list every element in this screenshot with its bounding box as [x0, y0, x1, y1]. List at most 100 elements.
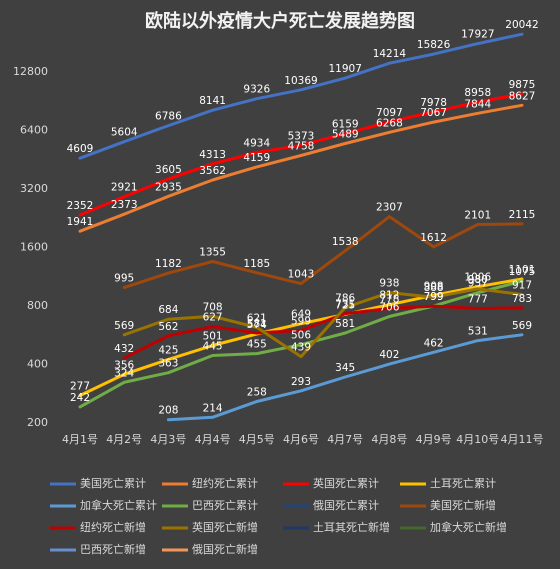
data-label: 8141 [199, 95, 226, 107]
data-label: 258 [247, 387, 267, 399]
data-label: 569 [114, 320, 134, 332]
x-tick-label: 4月11号 [501, 433, 544, 446]
x-tick-label: 4月3号 [150, 433, 186, 446]
data-label: 2352 [67, 200, 94, 212]
data-label: 9326 [243, 84, 270, 96]
data-label: 4934 [243, 137, 270, 149]
data-label: 786 [335, 292, 355, 304]
series-line [166, 333, 524, 422]
legend-label: 加拿大死亡累计 [80, 498, 157, 512]
legend-label: 美国死亡新增 [430, 498, 496, 512]
y-tick-label: 6400 [20, 124, 48, 137]
data-label: 938 [379, 278, 399, 290]
legend-label: 英国死亡新增 [192, 520, 258, 534]
data-label: 432 [114, 343, 134, 355]
data-label: 501 [203, 330, 223, 342]
x-tick-label: 4月1号 [62, 433, 98, 446]
data-label: 402 [379, 349, 399, 361]
data-label: 4313 [199, 149, 226, 161]
x-tick-label: 4月5号 [239, 433, 275, 446]
data-label: 214 [203, 402, 223, 414]
data-label: 5373 [288, 130, 315, 142]
data-label: 345 [335, 362, 355, 374]
y-tick-label: 1600 [20, 241, 48, 254]
data-label: 425 [158, 344, 178, 356]
x-tick-label: 4月4号 [195, 433, 231, 446]
y-tick-label: 400 [27, 358, 48, 371]
data-label: 324 [114, 367, 134, 379]
legend-label: 土耳其死亡新增 [313, 520, 390, 534]
data-label: 2935 [155, 181, 182, 193]
data-label: 917 [512, 279, 532, 291]
series-line [122, 304, 524, 360]
data-label: 1355 [199, 247, 226, 259]
data-label: 2921 [111, 182, 138, 194]
data-label: 4159 [243, 152, 270, 164]
data-label: 1182 [155, 258, 182, 270]
series-line [78, 279, 524, 409]
data-label: 20042 [505, 19, 538, 31]
x-tick-label: 4月7号 [327, 433, 363, 446]
data-label: 8627 [509, 90, 536, 102]
data-label: 6268 [376, 117, 403, 129]
data-label: 11907 [328, 63, 361, 75]
series-line [78, 103, 524, 233]
data-label: 1612 [420, 232, 447, 244]
legend-label: 纽约死亡新增 [80, 520, 146, 534]
data-label: 3562 [199, 165, 226, 177]
data-label: 356 [114, 359, 134, 371]
data-label: 649 [291, 309, 311, 321]
data-label: 621 [247, 312, 267, 324]
data-label: 10369 [284, 75, 317, 87]
data-label: 7978 [420, 97, 447, 109]
data-label: 908 [424, 280, 444, 292]
data-label: 208 [158, 405, 178, 417]
data-label: 777 [468, 293, 488, 305]
data-label: 1538 [332, 236, 359, 248]
chart-title: 欧陆以外疫情大户死亡发展趋势图 [145, 10, 415, 32]
data-label: 455 [247, 339, 267, 351]
legend-label: 巴西死亡累计 [192, 498, 258, 512]
data-label: 531 [468, 326, 488, 338]
data-label: 462 [424, 337, 444, 349]
data-label: 7067 [420, 107, 447, 119]
y-tick-label: 800 [27, 299, 48, 312]
data-label: 293 [291, 376, 311, 388]
data-label: 6786 [155, 111, 182, 123]
data-label: 5489 [332, 128, 359, 140]
y-tick-label: 200 [27, 416, 48, 429]
legend-label: 俄国死亡累计 [313, 498, 379, 512]
data-label: 731 [335, 299, 355, 311]
series-line [78, 277, 524, 397]
series-line [122, 287, 524, 359]
series-line [78, 92, 524, 217]
data-label: 1101 [509, 264, 536, 276]
data-label: 7844 [464, 98, 491, 110]
series-line [122, 215, 524, 290]
data-label: 6159 [332, 119, 359, 131]
data-label: 2115 [509, 209, 536, 221]
data-label: 684 [158, 304, 178, 316]
data-label: 9875 [509, 79, 536, 91]
data-label: 4609 [67, 143, 94, 155]
data-label: 1006 [464, 272, 491, 284]
legend-label: 美国死亡累计 [80, 476, 146, 490]
data-label: 778 [379, 293, 399, 305]
data-label: 1043 [288, 269, 315, 281]
data-label: 363 [158, 358, 178, 370]
data-label: 980 [468, 274, 488, 286]
data-label: 708 [203, 301, 223, 313]
data-label: 581 [335, 318, 355, 330]
data-label: 569 [512, 320, 532, 332]
data-label: 706 [379, 302, 399, 314]
data-label: 5604 [111, 127, 138, 139]
data-label: 445 [203, 341, 223, 353]
data-label: 562 [158, 321, 178, 333]
data-label: 1185 [243, 258, 270, 270]
data-label: 725 [335, 299, 355, 311]
data-label: 599 [291, 315, 311, 327]
legend-label: 纽约死亡累计 [192, 476, 258, 490]
data-label: 888 [424, 282, 444, 294]
legend-label: 加拿大死亡新增 [430, 520, 507, 534]
